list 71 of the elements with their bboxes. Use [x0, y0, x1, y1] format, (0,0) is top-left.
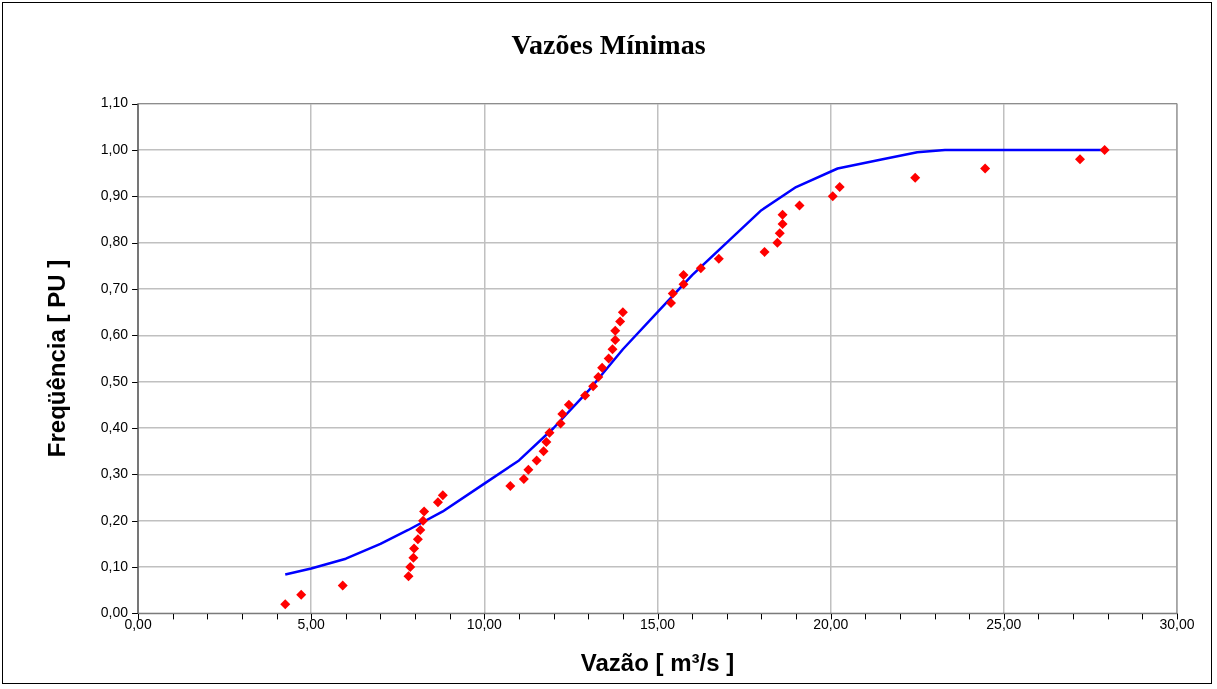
point	[280, 599, 291, 610]
point	[607, 344, 618, 355]
point	[695, 263, 706, 274]
point	[827, 191, 838, 202]
y-tick-label: 0,70	[100, 279, 129, 296]
x-tick-label: 5,00	[297, 615, 326, 632]
point	[910, 172, 921, 183]
point	[580, 390, 591, 401]
point	[603, 353, 614, 364]
x-tick-label: 30,00	[1159, 615, 1195, 632]
y-tick-label: 0,40	[100, 418, 129, 435]
point	[777, 219, 788, 230]
point	[777, 209, 788, 220]
point	[523, 464, 534, 475]
point	[980, 163, 991, 174]
point	[610, 334, 621, 345]
y-axis-title: Freqüência [ PU ]	[43, 259, 71, 458]
x-tick-label: 25,00	[986, 615, 1022, 632]
point	[774, 228, 785, 239]
x-tick-label: 15,00	[640, 615, 676, 632]
x-tick-label: 20,00	[813, 615, 849, 632]
point	[1099, 144, 1110, 155]
point	[415, 524, 426, 535]
point	[794, 200, 805, 211]
point	[505, 480, 516, 491]
x-axis-title: Vazão [ m³/s ]	[580, 649, 735, 677]
point	[597, 362, 608, 373]
point	[405, 562, 416, 573]
y-tick-label: 0,30	[100, 465, 129, 482]
point	[772, 237, 783, 248]
point	[544, 427, 555, 438]
point	[412, 534, 423, 545]
y-tick-label: 0,90	[100, 187, 129, 204]
point	[432, 497, 443, 508]
point	[615, 316, 626, 327]
point	[296, 589, 307, 600]
chart-title: Vazões Mínimas	[511, 29, 706, 61]
point	[409, 543, 420, 554]
point	[678, 270, 689, 281]
point	[541, 436, 552, 447]
point	[588, 381, 599, 392]
point	[666, 297, 677, 308]
point	[834, 182, 845, 193]
y-tick-label: 1,10	[100, 94, 129, 111]
point	[667, 288, 678, 299]
point	[678, 279, 689, 290]
y-tick-label: 0,20	[100, 511, 129, 528]
y-tick-label: 0,80	[100, 233, 129, 250]
point	[403, 571, 414, 582]
point	[563, 399, 574, 410]
point	[408, 552, 419, 563]
y-tick-label: 0,10	[100, 557, 129, 574]
point	[538, 446, 549, 457]
point	[555, 418, 566, 429]
point	[713, 253, 724, 264]
point	[518, 474, 529, 484]
y-tick-label: 1,00	[100, 140, 129, 157]
y-tick-label: 0,60	[100, 326, 129, 343]
point	[610, 325, 621, 336]
point	[617, 307, 628, 318]
point	[759, 246, 770, 257]
point	[419, 506, 430, 517]
point	[557, 409, 568, 420]
y-tick-label: 0,50	[100, 372, 129, 389]
point	[531, 455, 542, 466]
point	[1075, 154, 1086, 165]
point	[593, 372, 604, 383]
point	[437, 490, 448, 501]
point	[337, 580, 348, 591]
point	[418, 515, 429, 526]
x-tick-label: 10,00	[466, 615, 503, 632]
